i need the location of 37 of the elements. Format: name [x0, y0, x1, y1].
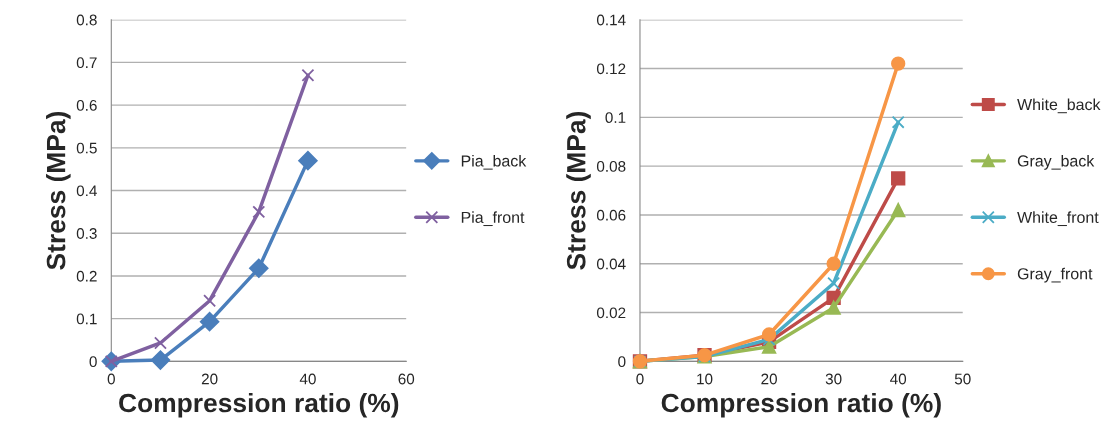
x-tick-label: 10 [697, 373, 713, 385]
legend-label: Gray_back [1017, 154, 1095, 170]
x-tick-label: 40 [890, 373, 907, 385]
y-tick-label: 0.1 [76, 313, 97, 325]
y-tick-label: 0.2 [76, 270, 97, 282]
legend-label: Pia_front [461, 211, 525, 227]
y-tick-label: 0.02 [596, 307, 626, 319]
y-tick-label: 0.7 [76, 57, 97, 69]
legend-label: White_back [1017, 98, 1101, 114]
y-tick-label: 0.3 [76, 228, 97, 239]
y-tick-label: 0 [89, 356, 97, 368]
y-axis-title: Stress (MPa) [566, 111, 591, 270]
y-tick-label: 0.08 [596, 160, 626, 172]
y-tick-label: 0.12 [596, 63, 626, 75]
y-tick-label: 0.5 [76, 142, 97, 154]
y-tick-label: 0.14 [596, 14, 626, 26]
y-axis-title: Stress (MPa) [46, 111, 71, 270]
x-tick-label: 0 [107, 373, 115, 385]
x-tick-label: 40 [299, 373, 316, 385]
x-tick-label: 30 [825, 373, 842, 385]
y-tick-label: 0.1 [605, 112, 626, 124]
x-axis-title: Compression ratio (%) [661, 392, 941, 418]
x-tick-label: 20 [201, 373, 218, 385]
y-tick-label: 0.4 [76, 185, 97, 197]
legend-label: Gray_front [1017, 267, 1093, 283]
legend-label: Pia_back [461, 154, 527, 170]
x-tick-label: 0 [636, 373, 644, 385]
y-tick-label: 0.04 [596, 258, 626, 270]
y-tick-label: 0.06 [596, 209, 626, 221]
x-axis-title: Compression ratio (%) [119, 392, 399, 418]
y-tick-label: 0.8 [76, 14, 97, 26]
x-tick-label: 50 [954, 373, 971, 385]
y-tick-label: 0.6 [76, 99, 97, 111]
x-tick-label: 60 [398, 373, 415, 385]
x-tick-label: 20 [761, 373, 777, 385]
legend-label: White_front [1017, 211, 1099, 227]
y-tick-label: 0 [618, 356, 626, 368]
